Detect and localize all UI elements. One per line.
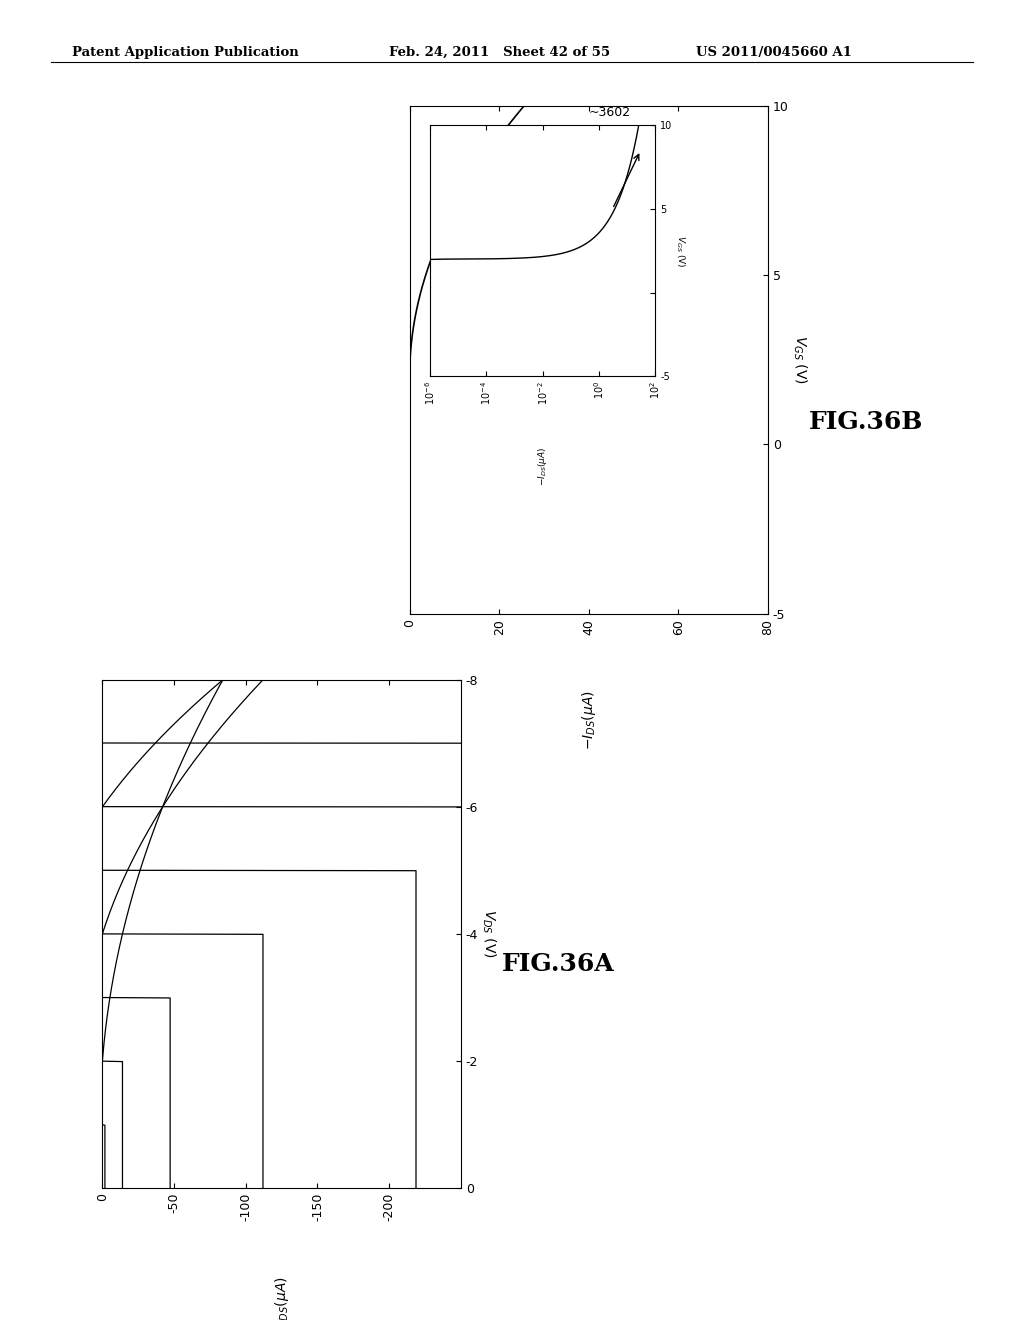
Y-axis label: $V_{DS}$ (V): $V_{DS}$ (V)	[480, 909, 498, 958]
Text: Feb. 24, 2011   Sheet 42 of 55: Feb. 24, 2011 Sheet 42 of 55	[389, 46, 610, 59]
Y-axis label: $V_{GS}$ (V): $V_{GS}$ (V)	[791, 335, 808, 384]
Text: FIG.36A: FIG.36A	[502, 952, 614, 975]
X-axis label: $-I_{DS}(\mu A)$: $-I_{DS}(\mu A)$	[580, 690, 598, 750]
Text: ~3602: ~3602	[588, 106, 631, 119]
Text: Patent Application Publication: Patent Application Publication	[72, 46, 298, 59]
Y-axis label: $V_{GS}$ (V): $V_{GS}$ (V)	[674, 235, 686, 267]
Text: FIG.36B: FIG.36B	[809, 411, 924, 434]
X-axis label: $-I_{DS}(\mu A)$: $-I_{DS}(\mu A)$	[272, 1276, 291, 1320]
X-axis label: $-I_{DS}(\mu A)$: $-I_{DS}(\mu A)$	[537, 447, 549, 486]
Text: US 2011/0045660 A1: US 2011/0045660 A1	[696, 46, 852, 59]
